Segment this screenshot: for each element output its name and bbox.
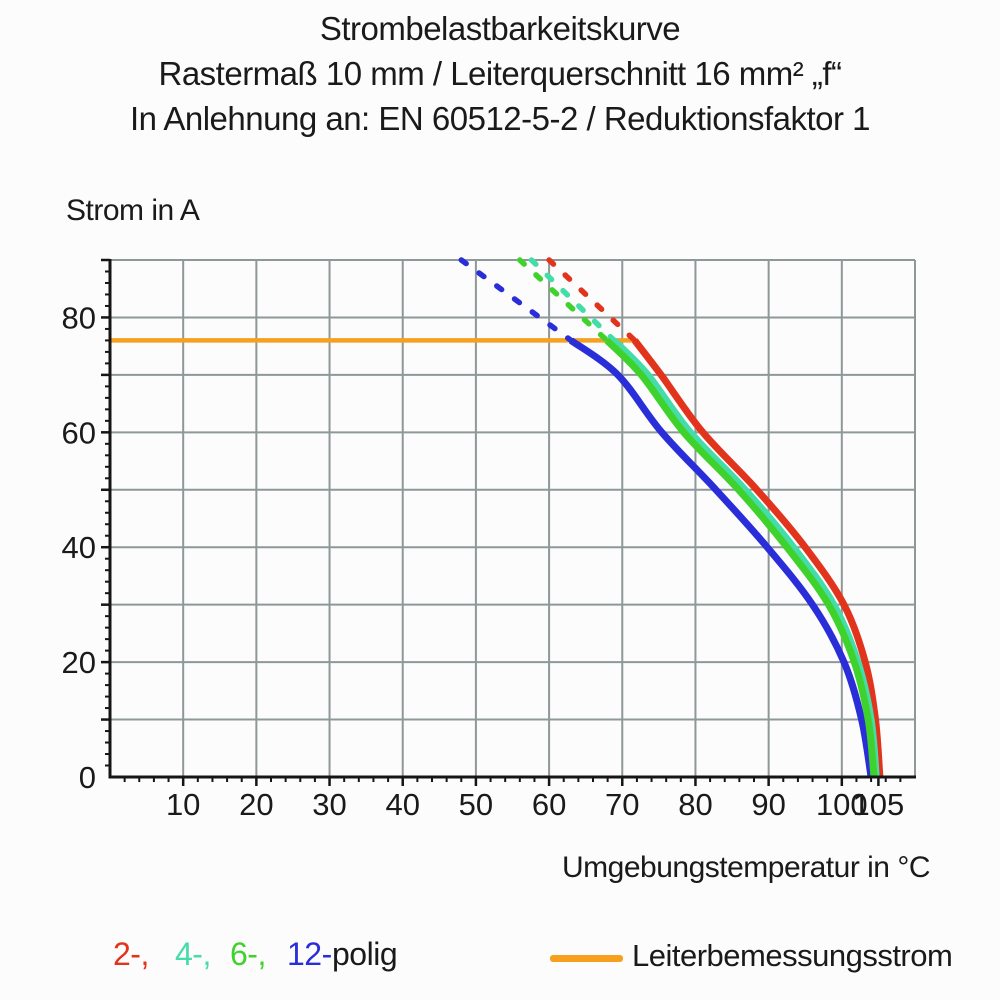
reference-line-swatch (550, 955, 623, 962)
curves (458, 257, 884, 778)
x-tick-label-40: 40 (385, 787, 419, 822)
curve-12-polig-dashed (458, 257, 574, 344)
legend-6polig: 6-, (230, 936, 266, 972)
chart-title-line-3: In Anlehnung an: EN 60512-5-2 / Reduktio… (129, 100, 871, 137)
x-tick-label-90: 90 (751, 787, 785, 822)
y-tick-label-0: 0 (79, 760, 96, 795)
curve-2-polig-solid (631, 338, 884, 778)
x-tick-label-10: 10 (166, 787, 200, 822)
grid-lines (110, 259, 916, 777)
y-tick-label-20: 20 (62, 645, 96, 680)
x-tick-label-50: 50 (459, 787, 493, 822)
poles-legend: 2-, 4-, 6-, 12- polig (108, 936, 528, 982)
legend-12polig: 12- (287, 936, 332, 972)
y-axis-title: Strom in A (66, 194, 200, 227)
curve-2-polig-dashed (546, 257, 638, 344)
x-axis-title: Umgebungstemperatur in °C (561, 851, 931, 884)
reference-line-label: Leiterbemessungsstrom (632, 938, 953, 973)
x-tick-label-60: 60 (532, 787, 566, 822)
axis-ticks (101, 258, 902, 786)
legend-polig-suffix: polig (332, 936, 398, 972)
chart-title-block: Strombelastbarkeitskurve Rastermaß 10 mm… (0, 6, 1000, 141)
curve-4-polig-solid (611, 337, 880, 778)
legend-2polig: 2-, (113, 936, 149, 972)
y-tick-label-80: 80 (62, 300, 96, 335)
legend-4polig: 4-, (175, 936, 211, 972)
x-tick-label-20: 20 (239, 787, 273, 822)
y-tick-label-40: 40 (62, 530, 96, 565)
curve-6-polig-solid (604, 337, 878, 778)
chart-title-line-1: Strombelastbarkeitskurve (319, 10, 681, 47)
x-tick-label-30: 30 (312, 787, 346, 822)
x-tick-label-100: 100 (816, 787, 868, 822)
y-tick-label-60: 60 (62, 415, 96, 450)
chart-title-line-2: Rastermaß 10 mm / Leiterquerschnitt 16 m… (158, 55, 842, 92)
x-tick-label-80: 80 (678, 787, 712, 822)
axes (108, 259, 916, 779)
curve-4-polig-dashed (528, 257, 617, 344)
curve-6-polig-dashed (517, 257, 610, 344)
curve-12-polig-solid (568, 337, 875, 778)
x-tick-label-70: 70 (605, 787, 639, 822)
x-tick-label-105: 105 (853, 787, 905, 822)
